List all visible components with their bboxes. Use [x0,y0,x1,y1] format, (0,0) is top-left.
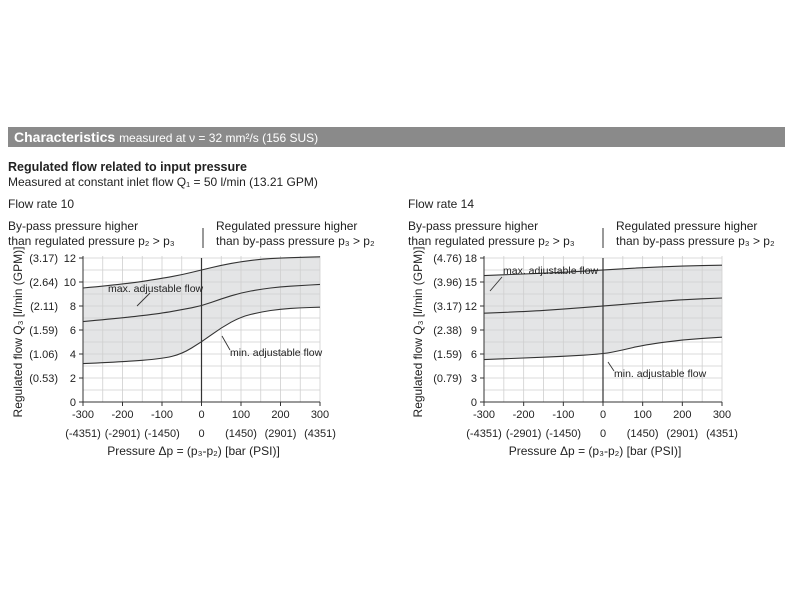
chart1-left-caption-line2: than regulated pressure p₂ > p₃ [8,234,175,248]
chart1-x-tick-label: 100 [232,409,250,421]
chart2-right-caption: Regulated pressure higher than by-pass p… [616,219,775,249]
chart1-y-tick-label: 6 [70,325,76,337]
chart1-x-tick-label: 300 [311,409,329,421]
chart1-max-flow-curve [82,256,321,289]
chart2-y-tick-gpm: (2.38) [433,325,462,337]
chart1-right-caption-line2: than by-pass pressure p₃ > p₂ [216,234,375,248]
chart1-x-tick-label: 0 [198,409,204,421]
chart1-x-tick-psi: (4351) [304,428,336,440]
chart2-x-tick-psi: 0 [600,428,606,440]
chart2-y-tick-label: 6 [471,349,477,361]
chart2-left-caption: By-pass pressure higher than regulated p… [408,219,575,249]
chart1-x-tick-psi: (-2901) [105,428,140,440]
chart1-y-tick-gpm: (1.59) [29,325,58,337]
section-subline: Measured at constant inlet flow Q₁ = 50 … [8,175,318,189]
chart1-x-tick-label: -100 [151,409,173,421]
chart2-x-tick-psi: (2901) [666,428,698,440]
chart1-y-tick-gpm: (2.11) [30,301,58,313]
chart1-right-caption: Regulated pressure higher than by-pass p… [216,219,375,249]
chart2-x-tick-psi: (-1450) [546,428,581,440]
chart1-min-flow-curve [82,306,321,365]
header-subtitle-note: measured at ν = 32 mm²/s (156 SUS) [119,131,319,145]
chart1-mid-flow-curve [82,283,321,323]
chart2-left-caption-line2: than regulated pressure p₂ > p₃ [408,234,575,248]
chart2-x-tick-label: 300 [713,409,731,421]
chart1-x-tick-psi: 0 [198,428,204,440]
chart1-annotation-leader [221,335,231,351]
chart1-y-tick-label: 0 [70,397,76,409]
chart2-x-tick-label: 0 [600,409,606,421]
chart2-x-tick-psi: (4351) [706,428,738,440]
chart2-right-caption-line1: Regulated pressure higher [616,219,758,233]
chart2-left-caption-line1: By-pass pressure higher [408,219,539,233]
chart1-left-caption-line1: By-pass pressure higher [8,219,139,233]
chart2-x-tick-label: -100 [552,409,574,421]
chart2-x-tick-label: 100 [633,409,651,421]
chart2-annotation-leader [607,361,615,372]
chart1-x-tick-psi: (-1450) [144,428,179,440]
chart1-x-tick-psi: (-4351) [65,428,100,440]
chart2-y-axis-label: Regulated flow Q₃ [l/min (GPM)] [411,247,425,418]
chart2-x-axis-label: Pressure Δp = (p₃-p₂) [bar (PSI)] [509,444,682,458]
chart2-y-tick-label: 12 [465,301,477,313]
section-title: Regulated flow related to input pressure [8,160,247,174]
chart2-y-tick-gpm: (3.96) [433,277,462,289]
chart1-y-tick-gpm: (2.64) [29,277,58,289]
chart1-left-caption: By-pass pressure higher than regulated p… [8,219,175,249]
chart2-title: Flow rate 14 [408,197,475,211]
chart2-min-annotation: min. adjustable flow [614,368,707,380]
chart1-y-tick-label: 10 [64,277,76,289]
chart2-y-tick-label: 18 [465,253,477,265]
chart1-y-tick-label: 8 [70,301,76,313]
chart1-right-caption-line1: Regulated pressure higher [216,219,358,233]
chart2-max-flow-curve [483,264,723,277]
chart2-max-annotation: max. adjustable flow [503,265,599,277]
chart1-x-tick-label: -300 [72,409,94,421]
chart1-x-tick-psi: (1450) [225,428,257,440]
chart1-x-tick-psi: (2901) [265,428,297,440]
chart1-annotation-leader [136,292,151,307]
chart2-y-tick-label: 9 [471,325,477,337]
chart2-x-tick-label: -300 [473,409,495,421]
chart1-min-annotation: min. adjustable flow [230,347,323,359]
chart2-y-tick-label: 0 [471,397,477,409]
chart1-y-axis-label: Regulated flow Q₃ [l/min (GPM)] [11,247,25,418]
chart2-y-tick-gpm: (1.59) [433,349,462,361]
chart2-right-caption-line2: than by-pass pressure p₃ > p₂ [616,234,775,248]
characteristics-header-title: Characteristics measured at ν = 32 mm²/s… [14,129,318,145]
chart1-y-tick-label: 12 [64,253,76,265]
chart1-max-annotation: max. adjustable flow [108,283,204,295]
chart1-y-tick-gpm: (3.17) [29,253,58,265]
chart2-y-tick-gpm: (0.79) [433,373,462,385]
chart1-x-axis-label: Pressure Δp = (p₃-p₂) [bar (PSI)] [107,444,280,458]
chart1-y-tick-gpm: (0.53) [29,373,58,385]
chart2-annotation-leader [489,276,503,292]
chart1-y-tick-label: 4 [70,349,76,361]
chart2-y-tick-label: 15 [465,277,477,289]
chart2-x-tick-label: -200 [513,409,535,421]
chart2-min-flow-curve [483,336,723,361]
chart2-x-tick-psi: (-2901) [506,428,541,440]
chart1-x-tick-label: 200 [271,409,289,421]
chart2-y-tick-gpm: (4.76) [433,253,462,265]
chart1-y-tick-gpm: (1.06) [29,349,58,361]
chart2-x-tick-psi: (-4351) [466,428,501,440]
chart2-x-tick-label: 200 [673,409,691,421]
chart1-x-tick-label: -200 [111,409,133,421]
chart2-y-tick-gpm: (3.17) [433,301,462,313]
chart1-title: Flow rate 10 [8,197,75,211]
header-title-text: Characteristics [14,129,116,145]
chart1-y-tick-label: 2 [70,373,76,385]
chart2-y-tick-label: 3 [471,373,477,385]
chart2-mid-flow-curve [483,297,723,314]
characteristics-header-bar [8,127,785,147]
chart2-x-tick-psi: (1450) [627,428,659,440]
